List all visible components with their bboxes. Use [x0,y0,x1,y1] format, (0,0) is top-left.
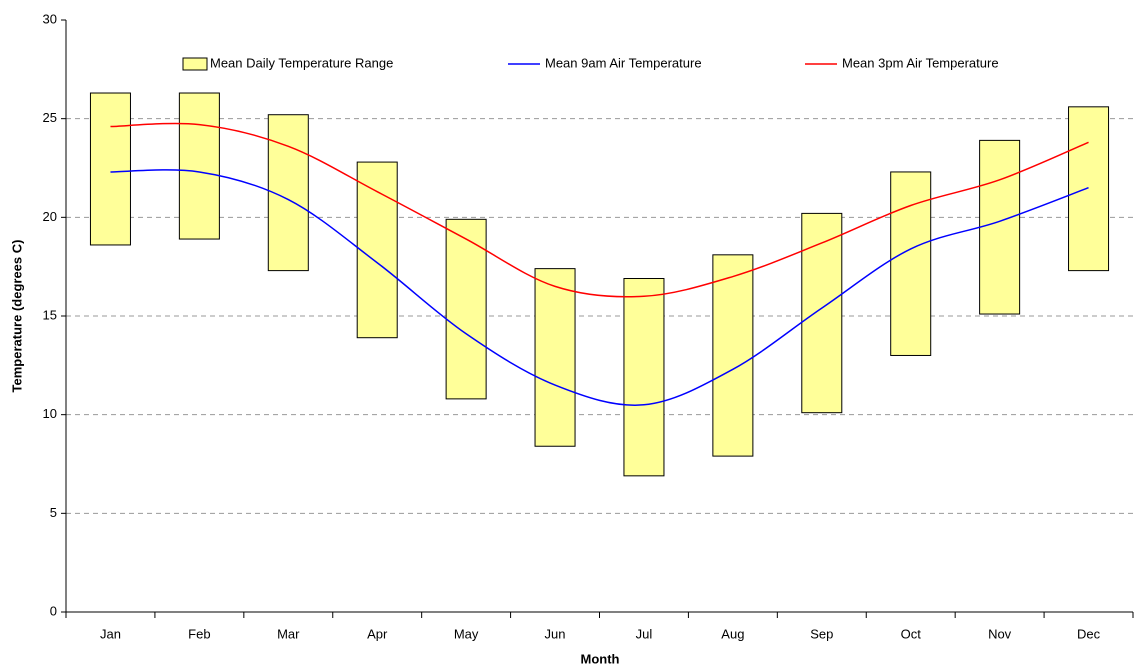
range-bar [623,278,665,477]
y-tick-label: 30 [43,11,57,26]
x-tick-label: Dec [1077,626,1101,641]
x-tick-label: Mar [277,626,300,641]
x-tick-label: Nov [988,626,1012,641]
y-axis-label: Temperature (degrees C) [9,240,24,393]
range-bar [534,268,576,447]
y-tick-label: 20 [43,209,57,224]
x-tick-label: Jun [545,626,566,641]
range-bar [89,92,131,246]
y-tick-label: 10 [43,406,57,421]
x-tick-label: Aug [721,626,744,641]
line-series [110,122,1089,298]
legend-swatch [182,57,208,71]
x-tick-label: Feb [188,626,210,641]
range-bar [979,139,1021,315]
y-tick-label: 25 [43,110,57,125]
range-bar [712,254,754,457]
x-tick-label: Jul [636,626,653,641]
line-series [110,169,1089,406]
range-bar [445,218,487,400]
x-tick-label: Sep [810,626,833,641]
legend-label: Mean Daily Temperature Range [210,55,393,70]
y-tick-label: 5 [50,505,57,520]
range-bar [356,161,398,339]
y-tick-label: 15 [43,307,57,322]
range-bar [801,212,843,414]
range-bar [890,171,932,356]
range-bar [1068,106,1110,272]
x-tick-label: May [454,626,479,641]
x-tick-label: Oct [901,626,922,641]
range-bar [178,92,220,240]
legend-label: Mean 9am Air Temperature [545,55,702,70]
x-axis-label: Month [581,651,620,666]
y-tick-label: 0 [50,603,57,618]
x-tick-label: Apr [367,626,388,641]
x-tick-label: Jan [100,626,121,641]
legend-label: Mean 3pm Air Temperature [842,55,999,70]
